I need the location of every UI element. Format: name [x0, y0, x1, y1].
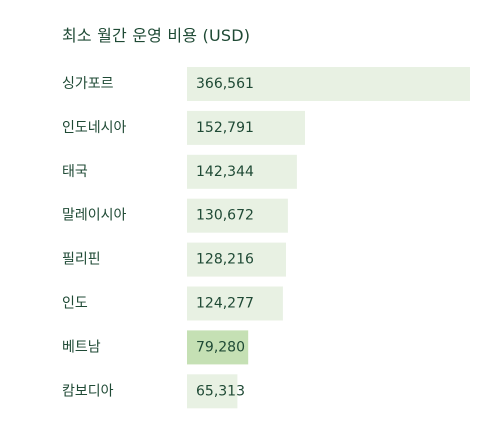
value-label-6: 79,280	[196, 339, 245, 355]
value-label-1: 152,791	[196, 120, 254, 136]
category-label-3: 말레이시아	[62, 208, 127, 224]
category-label-4: 필리핀	[62, 252, 101, 268]
value-label-0: 366,561	[196, 76, 254, 92]
bar-5	[187, 286, 283, 321]
bar-4	[187, 242, 286, 277]
value-label-3: 130,672	[196, 208, 254, 224]
bar-1	[187, 110, 305, 145]
category-label-5: 인도	[62, 296, 88, 312]
category-label-1: 인도네시아	[62, 120, 127, 136]
bar-6	[187, 330, 249, 365]
bar-2	[187, 154, 297, 189]
category-label-2: 태국	[62, 164, 88, 180]
value-label-5: 124,277	[196, 296, 254, 312]
category-label-6: 베트남	[62, 339, 101, 355]
category-label-0: 싱가포르	[62, 76, 114, 92]
bar-0	[187, 67, 470, 101]
category-label-7: 캄보디아	[62, 383, 114, 399]
value-label-4: 128,216	[196, 252, 254, 268]
bar-7	[187, 374, 238, 409]
value-label-2: 142,344	[196, 164, 254, 180]
chart-title: 최소 월간 운영 비용 (USD)	[62, 26, 251, 45]
value-label-7: 65,313	[196, 383, 245, 399]
bar-3	[187, 198, 288, 233]
